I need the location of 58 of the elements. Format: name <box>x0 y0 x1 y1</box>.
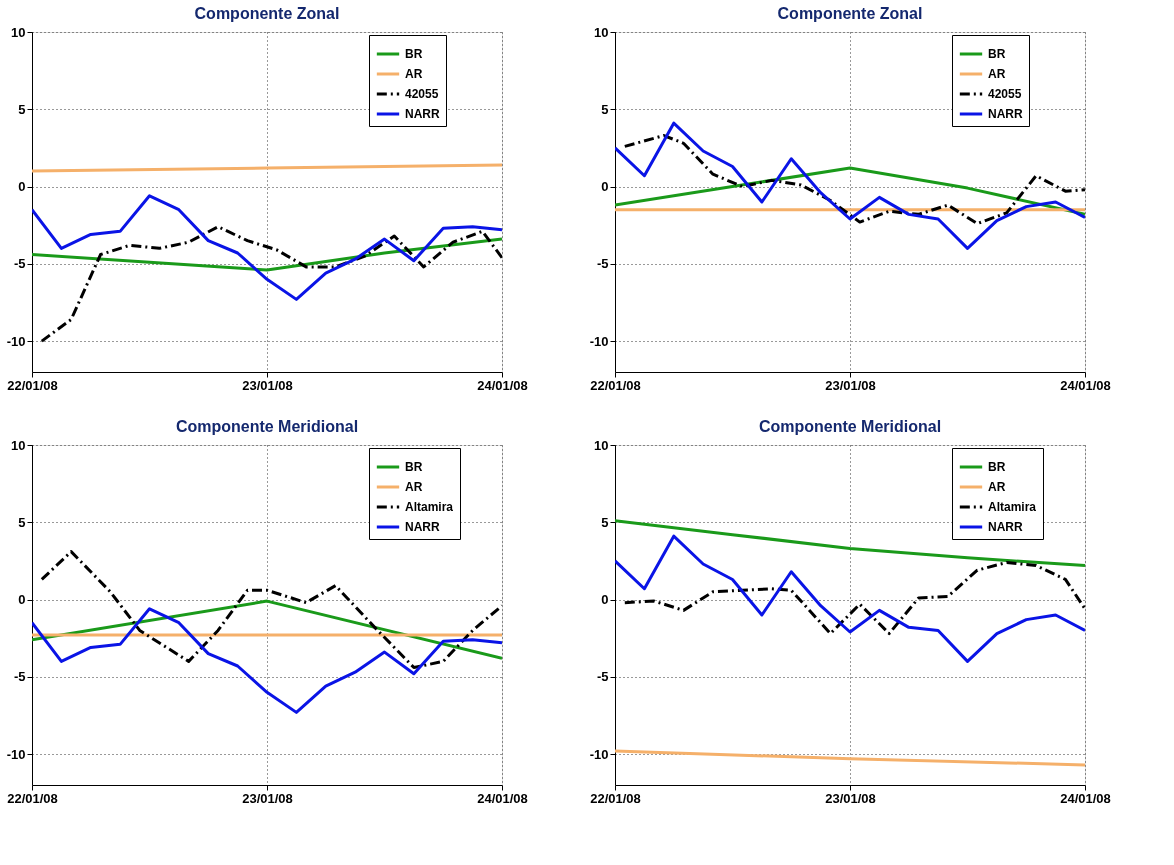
y-tick-label: -10 <box>6 746 26 762</box>
y-tick-label: -10 <box>589 333 609 349</box>
y-tick-label: -10 <box>589 746 609 762</box>
y-tick-label: 10 <box>594 24 609 40</box>
y-tick-label: 10 <box>594 437 609 453</box>
legend-label: BR <box>405 47 423 61</box>
x-tick-label: 23/01/08 <box>825 377 876 393</box>
chart-title: Componente Zonal <box>777 5 923 22</box>
legend-label: BR <box>988 47 1006 61</box>
y-tick-label: 0 <box>601 179 609 195</box>
y-tick-label: -5 <box>13 669 26 685</box>
line-series <box>32 194 502 301</box>
y-tick-label: -5 <box>596 256 609 272</box>
x-tick-label: 22/01/08 <box>7 377 58 393</box>
x-tick-label: 22/01/08 <box>7 790 58 806</box>
legend-label: AR <box>988 480 1006 494</box>
legend-label: AR <box>405 67 423 81</box>
y-tick-label: 5 <box>18 101 26 117</box>
line-series <box>615 121 1085 250</box>
legend-label: AR <box>988 67 1006 81</box>
line-series <box>615 519 1085 568</box>
x-tick-label: 22/01/08 <box>590 790 641 806</box>
x-tick-label: 23/01/08 <box>242 377 293 393</box>
y-tick-label: 5 <box>601 101 609 117</box>
y-tick-label: 0 <box>18 179 26 195</box>
line-series <box>32 237 502 272</box>
chart-title: Componente Meridional <box>175 418 359 435</box>
legend-label: 42055 <box>405 87 439 101</box>
y-tick-label: 5 <box>601 514 609 530</box>
y-tick-label: -5 <box>13 256 26 272</box>
legend-label: Altamira <box>405 500 454 514</box>
chart-title: Componente Meridional <box>758 418 942 435</box>
y-tick-label: -10 <box>6 333 26 349</box>
chart-title: Componente Zonal <box>194 5 340 22</box>
legend-label: 42055 <box>988 87 1022 101</box>
legend-label: Altamira <box>988 500 1037 514</box>
x-tick-label: 23/01/08 <box>825 790 876 806</box>
line-series <box>32 607 502 714</box>
y-tick-label: 10 <box>11 437 26 453</box>
legend-label: BR <box>988 460 1006 474</box>
legend-label: AR <box>405 480 423 494</box>
x-tick-label: 24/01/08 <box>477 377 528 393</box>
x-tick-label: 24/01/08 <box>1060 790 1111 806</box>
y-tick-label: 0 <box>18 592 26 608</box>
x-tick-label: 24/01/08 <box>1060 377 1111 393</box>
line-series <box>615 534 1085 663</box>
y-tick-label: -5 <box>596 669 609 685</box>
y-tick-label: 10 <box>11 24 26 40</box>
x-tick-label: 23/01/08 <box>242 790 293 806</box>
legend-label: BR <box>405 460 423 474</box>
x-tick-label: 24/01/08 <box>477 790 528 806</box>
y-tick-label: 0 <box>601 592 609 608</box>
legend-label: NARR <box>405 520 440 534</box>
legend-label: NARR <box>988 520 1023 534</box>
y-tick-label: 5 <box>18 514 26 530</box>
legend-label: NARR <box>988 107 1023 121</box>
x-tick-label: 22/01/08 <box>590 377 641 393</box>
legend-label: NARR <box>405 107 440 121</box>
